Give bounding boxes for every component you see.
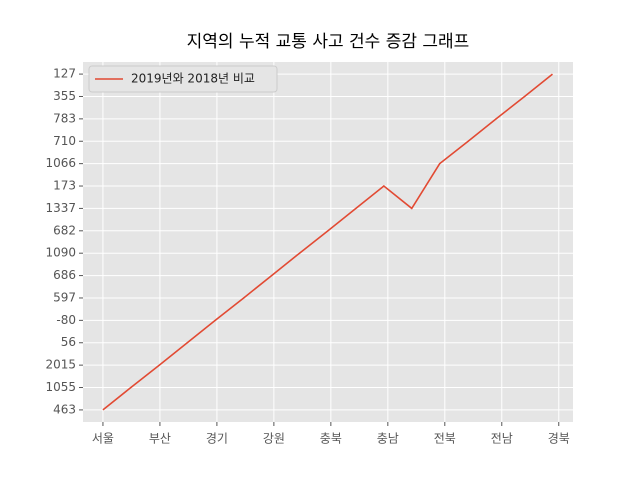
y-tick-label: 1066 (45, 156, 76, 170)
x-tick-label: 서울 (92, 432, 114, 446)
y-tick-label: 686 (53, 268, 76, 282)
legend-box (88, 65, 278, 93)
y-tick-label: 710 (53, 134, 76, 148)
y-tick-label: 1337 (45, 201, 76, 215)
line-series (102, 73, 553, 411)
y-tick-label: -80 (56, 313, 76, 327)
y-tick-label: 463 (53, 402, 76, 416)
y-tick-label: 783 (53, 111, 76, 125)
x-tick-label: 부산 (149, 432, 171, 446)
y-tick-label: 355 (53, 89, 76, 103)
x-tick-label: 경기 (206, 432, 228, 446)
legend-label: 2019년와 2018년 비교 (131, 72, 255, 86)
y-tick-label: 173 (53, 179, 76, 193)
x-tick-label: 충북 (320, 432, 342, 446)
y-tick-label: 682 (53, 223, 76, 237)
x-tick-label: 충남 (377, 432, 399, 446)
y-tick-label: 1090 (45, 246, 76, 260)
y-tick-label: 1055 (45, 380, 76, 394)
chart-title: 지역의 누적 교통 사고 건수 증감 그래프 (187, 32, 470, 52)
y-tick-label: 2015 (45, 358, 76, 372)
x-tick-label: 경북 (548, 432, 570, 446)
y-tick-label: 597 (53, 290, 76, 304)
x-tick-label: 전북 (434, 432, 456, 446)
x-tick-label: 강원 (263, 432, 285, 446)
y-tick-label: 56 (61, 335, 76, 349)
x-tick-label: 전남 (491, 432, 513, 446)
y-tick-label: 127 (53, 67, 76, 81)
